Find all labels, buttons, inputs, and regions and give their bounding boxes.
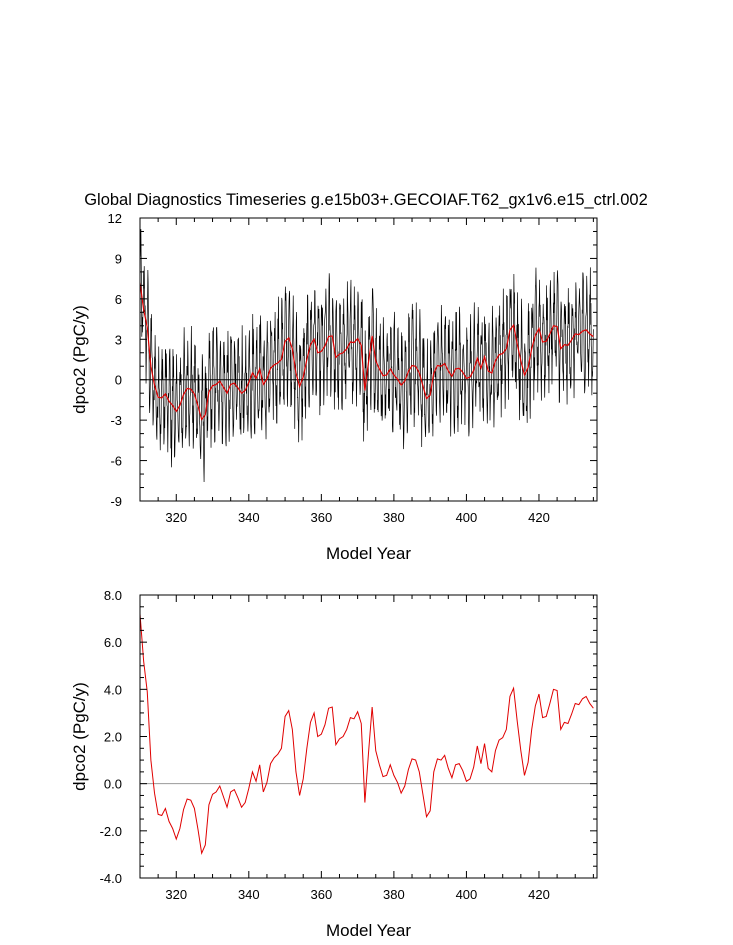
y-tick-label: 2.0 <box>104 730 122 745</box>
y-tick-label: 9 <box>115 251 122 266</box>
y-tick-label: -2.0 <box>100 824 122 839</box>
plot-area <box>140 613 597 856</box>
x-tick-label: 320 <box>165 510 187 525</box>
y-axis-label: dpco2 (PgC/y) <box>70 682 89 791</box>
timeseries-panel-monthly: Model Year dpco2 (PgC/y) 320 340 360 380 400… <box>70 211 598 563</box>
y-tick-label: 12 <box>108 211 122 226</box>
x-tick-label: 320 <box>165 887 187 902</box>
figure-title: Global Diagnostics Timeseries g.e15b03+.… <box>84 191 648 209</box>
plot-area <box>140 229 597 482</box>
y-tick-label: -9 <box>110 494 122 509</box>
y-tick-label: 6 <box>115 292 122 307</box>
x-tick-label: 380 <box>383 510 405 525</box>
x-tick-label: 420 <box>528 887 550 902</box>
annual-mean-line <box>140 613 594 856</box>
monthly-series-line <box>140 229 594 482</box>
x-tick-label: 420 <box>528 510 550 525</box>
plot-frame <box>139 217 598 502</box>
x-tick-label: 360 <box>310 887 332 902</box>
y-tick-label: -3 <box>110 413 122 428</box>
y-tick-label: 0.0 <box>104 777 122 792</box>
y-tick-label: 4.0 <box>104 682 122 697</box>
x-axis-label: Model Year <box>326 544 411 563</box>
plot-frame <box>139 594 598 879</box>
y-tick-label: -6 <box>110 454 122 469</box>
y-tick-label: 0 <box>115 373 122 388</box>
timeseries-panel-annual: Model Year dpco2 (PgC/y) 320 340 360 380 400… <box>70 588 598 940</box>
y-axis-label: dpco2 (PgC/y) <box>70 305 89 414</box>
x-tick-label: 360 <box>310 510 332 525</box>
y-tick-label: 6.0 <box>104 635 122 650</box>
x-tick-label: 380 <box>383 887 405 902</box>
x-tick-label: 340 <box>238 510 260 525</box>
x-tick-label: 400 <box>456 887 478 902</box>
x-axis-label: Model Year <box>326 921 411 940</box>
y-tick-label: -4.0 <box>100 871 122 886</box>
y-tick-label: 8.0 <box>104 588 122 603</box>
y-tick-label: 3 <box>115 332 122 347</box>
annual-mean-line <box>140 282 594 421</box>
x-tick-label: 400 <box>456 510 478 525</box>
x-tick-label: 340 <box>238 887 260 902</box>
